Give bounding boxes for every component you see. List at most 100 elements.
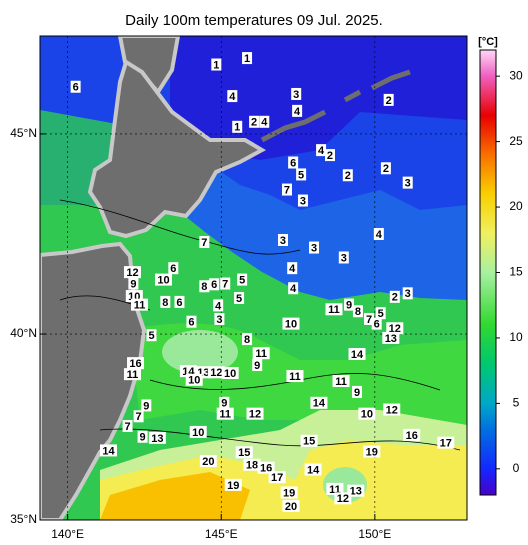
contour-label: 6 xyxy=(188,317,194,329)
contour-label-box xyxy=(224,478,242,491)
contour-label: 19 xyxy=(227,480,239,492)
contour-label-box xyxy=(288,282,299,295)
contour-label-box xyxy=(364,312,375,325)
contour-label-box xyxy=(286,370,304,383)
contour-label-box xyxy=(242,333,253,346)
contour-label-box xyxy=(268,471,286,484)
contour-label: 19 xyxy=(366,446,378,458)
warm-eddy xyxy=(162,330,238,374)
contour-label-box xyxy=(383,93,394,106)
contour-label: 11 xyxy=(219,409,231,421)
contour-label-box xyxy=(123,266,141,279)
contour-label: 3 xyxy=(216,314,222,326)
contour-label-box xyxy=(403,428,421,441)
contour-label-box xyxy=(185,373,203,386)
contour-label-box xyxy=(402,176,413,189)
contour-label-box xyxy=(363,445,381,458)
contour-label: 13 xyxy=(151,433,163,445)
contour-label: 14 xyxy=(102,445,115,457)
contour-label: 6 xyxy=(374,319,380,331)
contour-label: 17 xyxy=(440,438,452,450)
contour-label: 10 xyxy=(224,368,236,380)
contour-label: 7 xyxy=(222,278,228,290)
colorbar-tick-label: 5 xyxy=(513,396,520,410)
contour-label-box xyxy=(280,486,298,499)
contour-label: 11 xyxy=(328,304,340,316)
contour-label: 15 xyxy=(303,436,315,448)
contour-label: 16 xyxy=(129,358,141,370)
contour-label-box xyxy=(154,273,172,286)
contour-label: 14 xyxy=(313,398,326,410)
contour-label-box xyxy=(300,434,318,447)
contour-label-box xyxy=(186,315,197,328)
contour-label-box xyxy=(297,194,308,207)
contour-label-box xyxy=(371,317,382,330)
contour-label-box xyxy=(141,399,152,412)
contour-label: 20 xyxy=(285,501,297,513)
contour-label: 11 xyxy=(289,371,301,383)
contour-label-box xyxy=(375,307,386,320)
contour-label-box xyxy=(383,403,401,416)
contour-label-box xyxy=(220,277,231,290)
contour-label-box xyxy=(358,407,376,420)
contour-label: 1 xyxy=(213,59,219,71)
contour-label-box xyxy=(242,52,253,65)
contour-label: 2 xyxy=(251,117,257,129)
contour-label-box xyxy=(277,233,288,246)
contour-label: 7 xyxy=(366,314,372,326)
contour-label: 8 xyxy=(244,334,250,346)
contour-label-box xyxy=(325,303,343,316)
contour-label-box xyxy=(310,396,328,409)
contour-label: 11 xyxy=(329,484,341,496)
contour-label-box xyxy=(243,458,261,471)
contour-label: 2 xyxy=(345,170,351,182)
contour-label-box xyxy=(127,357,145,370)
colorbar-tick-label: 30 xyxy=(509,68,523,82)
contour-label-box xyxy=(160,295,171,308)
contour-label: 6 xyxy=(176,297,182,309)
contour-label-box xyxy=(252,347,270,360)
contour-label: 12 xyxy=(210,367,222,379)
contour-label-box xyxy=(227,90,238,103)
contour-label-box xyxy=(199,235,210,248)
contour-label-box xyxy=(207,366,225,379)
contour-label-box xyxy=(148,431,166,444)
colorbar-tick-label: 0 xyxy=(513,461,520,475)
contour-label: 5 xyxy=(298,169,304,181)
contour-label-box xyxy=(344,298,355,311)
contour-label-box xyxy=(237,273,248,286)
contour-label-box xyxy=(252,359,263,372)
contour-label: 3 xyxy=(311,242,317,254)
contour-label-box xyxy=(281,183,292,196)
contour-label: 5 xyxy=(236,293,242,305)
land-honshu xyxy=(40,241,147,520)
contour-label-box xyxy=(128,277,139,290)
contour-label: 5 xyxy=(148,330,154,342)
contour-label: 7 xyxy=(201,237,207,249)
contour-label: 5 xyxy=(378,308,384,320)
contour-label-box xyxy=(209,278,220,291)
contour-label-box xyxy=(334,492,352,505)
contour-label-box xyxy=(373,227,384,240)
contour-label-box xyxy=(380,162,391,175)
chart-title: Daily 100m temperatures 09 Jul. 2025. xyxy=(125,12,383,29)
contour-label: 18 xyxy=(246,460,258,472)
contour-label-box xyxy=(316,144,327,157)
contour-label: 9 xyxy=(143,400,149,412)
contour-label: 17 xyxy=(271,472,283,484)
contour-label: 10 xyxy=(192,427,204,439)
contour-label: 6 xyxy=(73,82,79,94)
contour-label-box xyxy=(249,115,260,128)
contour-label: 14 xyxy=(307,464,320,476)
contour-label-box xyxy=(70,80,81,93)
contour-label-box xyxy=(232,120,243,133)
contour-label: 9 xyxy=(254,360,260,372)
contour-label-box xyxy=(199,455,217,468)
contour-label-box xyxy=(246,407,264,420)
contour-label-box xyxy=(282,499,300,512)
contour-label-box xyxy=(382,331,400,344)
ocean-coldest xyxy=(170,36,467,160)
contour-label: 13 xyxy=(350,486,362,498)
contour-label: 12 xyxy=(126,267,138,279)
